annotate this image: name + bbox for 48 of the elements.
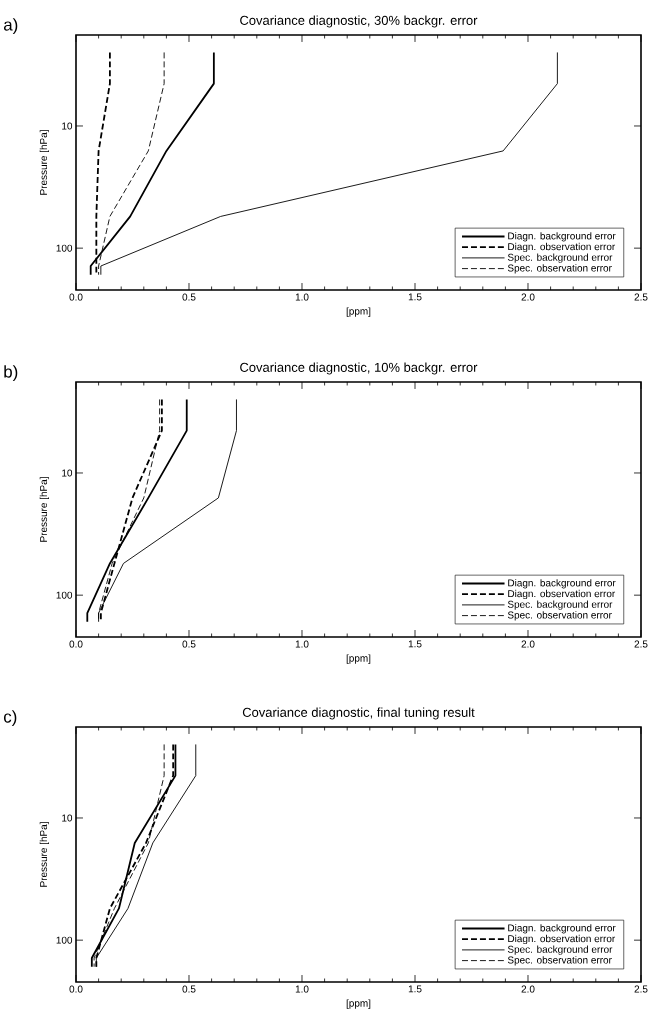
chart-title: Covariance diagnostic, final tuning result <box>242 707 475 720</box>
x-tick-label: 1.0 <box>295 640 309 648</box>
x-tick-label: 1.0 <box>295 293 309 301</box>
y-axis-title: Pressure [hPa] <box>39 822 50 887</box>
x-tick-label: 0.0 <box>69 293 83 301</box>
legend-label: Diagn. background error <box>508 924 616 934</box>
legend-label: Spec. background error <box>507 600 613 610</box>
x-axis-title: [ppm] <box>346 307 371 317</box>
legend-label: Spec. observation error <box>507 264 612 274</box>
y-tick-label: 100 <box>56 591 73 599</box>
x-tick-label: 0.5 <box>182 640 196 648</box>
y-tick-label: 10 <box>62 469 73 477</box>
legend-label: Spec. observation error <box>507 956 612 966</box>
text: c) <box>3 710 17 727</box>
text: b) <box>4 365 18 382</box>
x-tick-label: 2.5 <box>634 985 648 993</box>
x-tick-label: 1.0 <box>295 985 309 993</box>
legend-label: Spec. observation error <box>507 611 612 621</box>
x-axis-title: [ppm] <box>346 654 371 664</box>
legend-label: Diagn. observation error <box>508 589 616 600</box>
x-tick-label: 0.0 <box>69 985 83 993</box>
legend-label: Spec. background error <box>507 945 613 955</box>
legend-label: Diagn. background error <box>508 232 616 242</box>
y-tick-label: 10 <box>62 122 73 130</box>
x-tick-label: 2.5 <box>634 640 648 648</box>
x-tick-label: 1.5 <box>408 293 422 301</box>
y-tick-label: 100 <box>56 936 73 944</box>
x-tick-label: 0.5 <box>182 293 196 301</box>
y-tick-label: 10 <box>62 814 73 822</box>
x-tick-label: 2.0 <box>521 293 535 301</box>
y-axis-title: Pressure [hPa] <box>39 130 50 195</box>
x-axis-title: [ppm] <box>346 999 371 1009</box>
legend-label: Spec. background error <box>507 253 613 263</box>
chart-title: Covariance diagnostic, 30% backgr. error <box>240 15 478 28</box>
x-tick-label: 1.5 <box>408 640 422 648</box>
x-tick-label: 2.0 <box>521 640 535 648</box>
y-axis-title: Pressure [hPa] <box>39 477 50 542</box>
legend-label: Diagn. observation error <box>508 934 616 945</box>
text: a) <box>3 18 18 35</box>
x-tick-label: 2.0 <box>521 985 535 993</box>
x-tick-label: 0.5 <box>182 985 196 993</box>
x-tick-label: 2.5 <box>634 293 648 301</box>
x-tick-label: 1.5 <box>408 985 422 993</box>
legend-label: Diagn. background error <box>508 579 616 589</box>
y-tick-label: 100 <box>56 244 73 252</box>
legend-label: Diagn. observation error <box>508 242 616 253</box>
chart-title: Covariance diagnostic, 10% backgr. error <box>240 362 478 375</box>
x-tick-label: 0.0 <box>69 640 83 648</box>
